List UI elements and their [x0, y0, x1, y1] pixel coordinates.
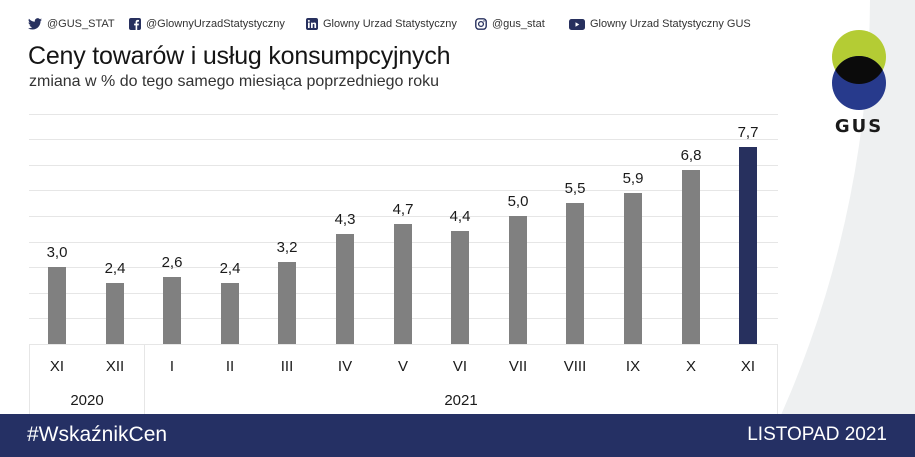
social-linkedin[interactable]: Glowny Urzad Statystyczny [306, 18, 457, 30]
instagram-icon [475, 18, 487, 30]
category-label: VI [452, 358, 468, 375]
category-label: I [169, 358, 175, 375]
bar [278, 262, 296, 344]
gridline [29, 165, 778, 166]
value-label: 4,4 [449, 208, 471, 225]
youtube-icon [569, 18, 585, 30]
value-label: 4,7 [392, 201, 414, 218]
footer-band: #WskaźnikCen LISTOPAD 2021 [0, 414, 915, 457]
value-label: 3,0 [46, 244, 68, 261]
social-facebook[interactable]: @GlownyUrzadStatystyczny [129, 18, 285, 30]
bar [451, 231, 469, 344]
social-label: Glowny Urzad Statystyczny GUS [590, 18, 751, 30]
year-label-2021: 2021 [444, 392, 478, 409]
twitter-icon [28, 18, 42, 30]
value-label: 5,9 [622, 170, 644, 187]
social-label: @gus_stat [492, 18, 545, 30]
gridline [29, 190, 778, 191]
value-label: 5,5 [564, 180, 586, 197]
bar [682, 170, 700, 344]
value-label: 7,7 [737, 124, 759, 141]
category-label: V [397, 358, 408, 375]
category-label: VIII [563, 358, 587, 375]
logo-text: GUS [834, 116, 884, 137]
category-label: XI [49, 358, 65, 375]
bar [221, 283, 239, 344]
bar [624, 193, 642, 344]
social-youtube[interactable]: Glowny Urzad Statystyczny GUS [569, 18, 751, 30]
year-box-2021 [144, 344, 778, 414]
bar [106, 283, 124, 344]
bar-chart: 3,0 XI 2,4 XII 2,6 I 2,4 II 3,2 III 4,3 IV 4,7 V 4,4 VI… [29, 114, 778, 414]
background-shape [0, 0, 870, 457]
category-label: X [685, 358, 696, 375]
social-label: @GlownyUrzadStatystyczny [146, 18, 285, 30]
chart-subtitle: zmiana w % do tego samego miesiąca poprz… [29, 73, 440, 90]
value-label: 4,3 [334, 211, 356, 228]
value-label: 2,4 [219, 260, 241, 277]
social-label: Glowny Urzad Statystyczny [323, 18, 457, 30]
bar [739, 147, 757, 344]
bar [566, 203, 584, 344]
social-label: @GUS_STAT [47, 18, 115, 30]
gridline [29, 114, 778, 115]
value-label: 3,2 [276, 239, 298, 256]
bar [509, 216, 527, 344]
social-instagram[interactable]: @gus_stat [475, 18, 545, 30]
category-label: III [280, 358, 294, 375]
bar [394, 224, 412, 344]
gridline [29, 139, 778, 140]
year-label-2020: 2020 [70, 392, 104, 409]
gridline [29, 216, 778, 217]
category-label: XII [105, 358, 125, 375]
chart-title: Ceny towarów i usług konsumpcyjnych [28, 42, 451, 70]
logo-circle-blue [832, 56, 886, 110]
footer-hashtag: #WskaźnikCen [27, 423, 168, 446]
category-label: VII [508, 358, 528, 375]
bar [163, 277, 181, 344]
value-label: 5,0 [507, 193, 529, 210]
facebook-icon [129, 18, 141, 30]
value-label: 2,6 [161, 254, 183, 271]
value-label: 2,4 [104, 260, 126, 277]
category-label: IX [625, 358, 641, 375]
category-label: II [225, 358, 235, 375]
category-label: IV [337, 358, 353, 375]
bar [48, 267, 66, 344]
value-label: 6,8 [680, 147, 702, 164]
gus-logo: GUS [832, 30, 886, 140]
footer-period: LISTOPAD 2021 [747, 424, 887, 445]
linkedin-icon [306, 18, 318, 30]
bar [336, 234, 354, 344]
social-twitter[interactable]: @GUS_STAT [28, 18, 115, 30]
category-label: XI [740, 358, 756, 375]
